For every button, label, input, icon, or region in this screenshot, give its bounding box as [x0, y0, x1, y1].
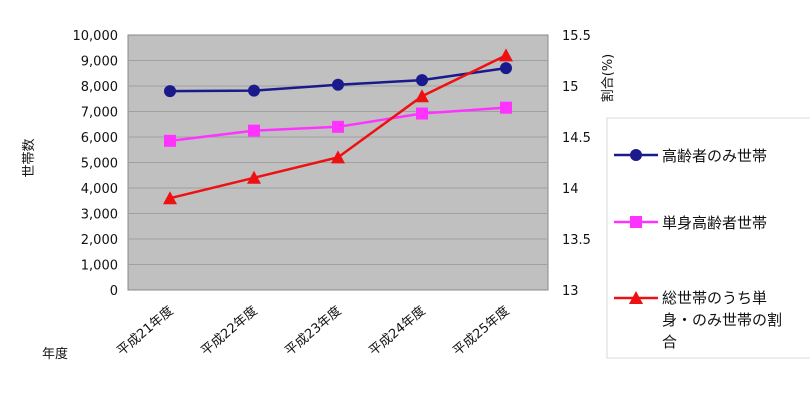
x-tick-label: 平成25年度: [450, 303, 513, 359]
x-tick-label: 平成24年度: [366, 303, 429, 359]
y2-tick-label: 15: [562, 80, 579, 95]
y-tick-label: 5,000: [81, 157, 118, 172]
y-tick-label: 4,000: [81, 182, 118, 197]
y2-tick-label: 13: [562, 284, 579, 299]
legend-label: 単身高齢者世帯: [662, 214, 767, 232]
x-axis-title: 年度: [42, 346, 68, 362]
y2-axis-title: 割合(%): [600, 54, 616, 103]
y2-tick-label: 13.5: [562, 233, 591, 248]
legend-marker: [630, 216, 642, 228]
legend-label: 身・のみ世帯の割: [662, 311, 782, 329]
data-point: [163, 191, 177, 205]
x-tick-label: 平成21年度: [114, 303, 177, 359]
y-tick-label: 8,000: [81, 80, 118, 95]
y-axis-title: 世帯数: [22, 138, 37, 177]
y2-tick-label: 15.5: [562, 29, 591, 44]
y-tick-label: 2,000: [81, 233, 118, 248]
y-tick-label: 9,000: [81, 55, 118, 70]
legend-label: 高齢者のみ世帯: [662, 147, 767, 165]
series-group: [163, 48, 513, 205]
data-point: [164, 85, 176, 98]
legend-label: 総世帯のうち単: [662, 289, 767, 307]
data-point: [247, 170, 261, 184]
data-point: [164, 134, 176, 147]
data-point: [332, 78, 344, 91]
data-point: [415, 89, 429, 103]
x-tick-label: 平成23年度: [282, 303, 345, 359]
data-point: [248, 124, 260, 137]
data-point: [500, 62, 512, 75]
y-tick-label: 0: [110, 284, 118, 299]
y2-tick-label: 14.5: [562, 131, 591, 146]
y2-tick-label: 14: [562, 182, 579, 197]
data-point: [331, 150, 345, 164]
x-tick-label: 平成22年度: [198, 303, 261, 359]
legend-marker: [629, 291, 643, 304]
y-tick-label: 3,000: [81, 208, 118, 223]
data-point: [416, 107, 428, 120]
legend-marker: [630, 149, 642, 161]
data-point: [499, 48, 513, 62]
data-point: [500, 101, 512, 114]
y-tick-label: 6,000: [81, 131, 118, 146]
data-point: [248, 84, 260, 97]
y-tick-label: 7,000: [81, 106, 118, 121]
y-tick-label: 10,000: [73, 29, 119, 44]
data-point: [416, 74, 428, 87]
plot-area: [127, 34, 549, 291]
y-tick-label: 1,000: [81, 259, 118, 274]
data-point: [332, 120, 344, 133]
legend-label: 合: [662, 333, 677, 351]
